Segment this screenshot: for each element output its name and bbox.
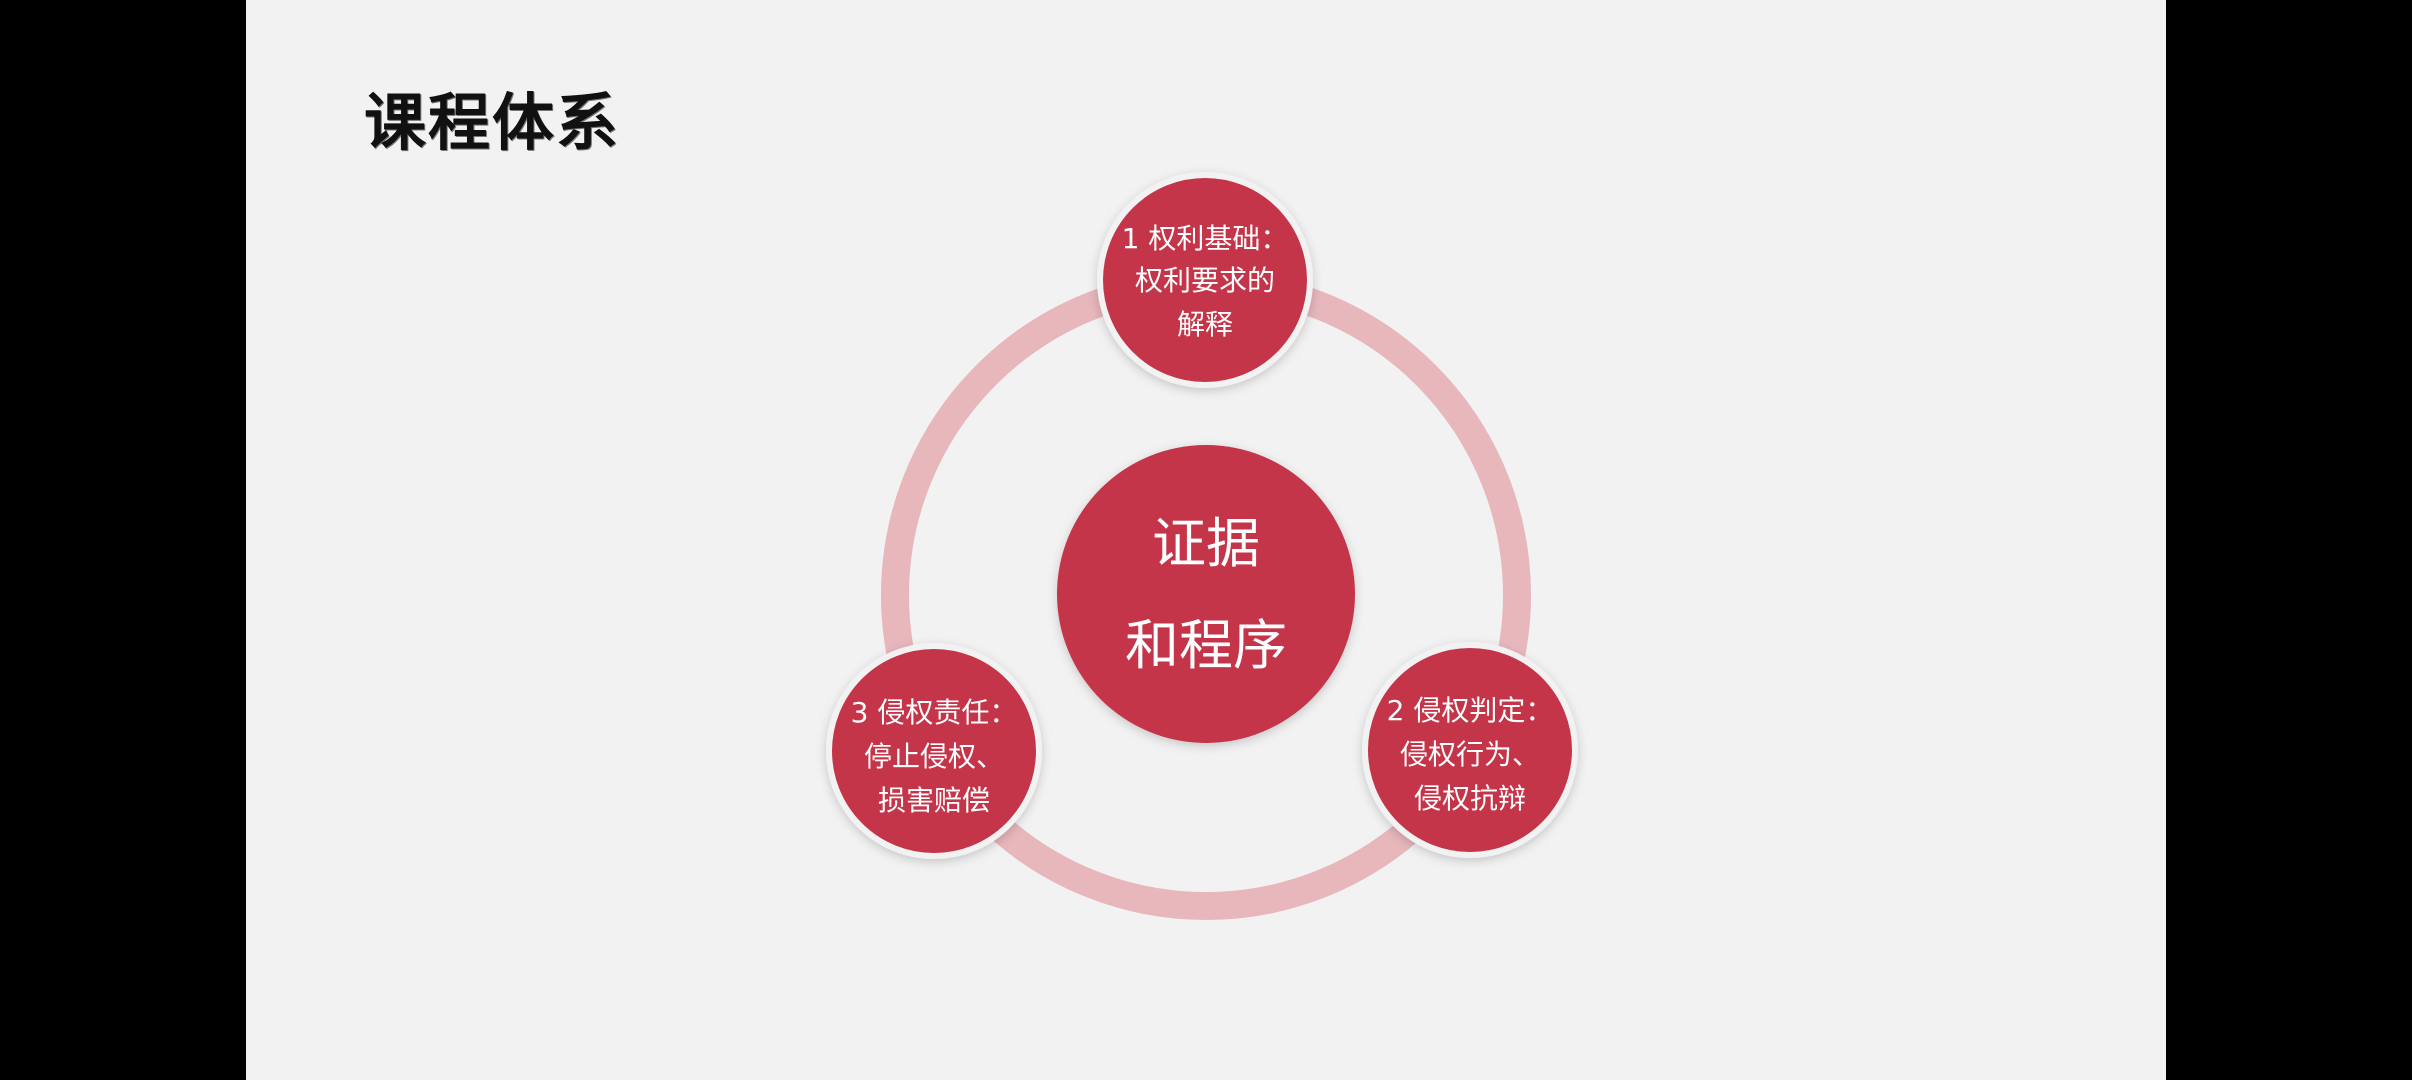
node-3-line-2: 停止侵权、 [864,740,1004,773]
node-1: 1 权利基础： 权利要求的 解释 [1097,172,1313,388]
node-2-line-2: 侵权行为、 [1400,738,1540,771]
slide-title: 课程体系 [364,86,621,159]
node-2: 2 侵权判定： 侵权行为、 侵权抗辩 [1362,642,1578,858]
node-2-line-3: 侵权抗辩 [1414,782,1526,815]
node-3-line-3: 损害赔偿 [878,784,990,817]
node-1-line-3: 解释 [1177,308,1233,341]
slide: 课程体系 证据 和程序 1 权利基础： 权利要求的 解释 2 侵权判定： [246,0,2166,1080]
center-node: 证据 和程序 [1057,445,1355,743]
node-1-line-1: 1 权利基础： [1122,222,1289,255]
node-3: 3 侵权责任： 停止侵权、 损害赔偿 [826,643,1042,859]
cycle-diagram: 证据 和程序 1 权利基础： 权利要求的 解释 2 侵权判定： 侵权行为、 侵权… [826,172,1578,920]
center-node-line-1: 证据 [1152,512,1260,575]
node-3-line-1: 3 侵权责任： [851,696,1018,729]
node-2-line-1: 2 侵权判定： [1387,694,1554,727]
center-node-line-2: 和程序 [1125,614,1287,677]
node-1-line-2: 权利要求的 [1135,264,1275,297]
